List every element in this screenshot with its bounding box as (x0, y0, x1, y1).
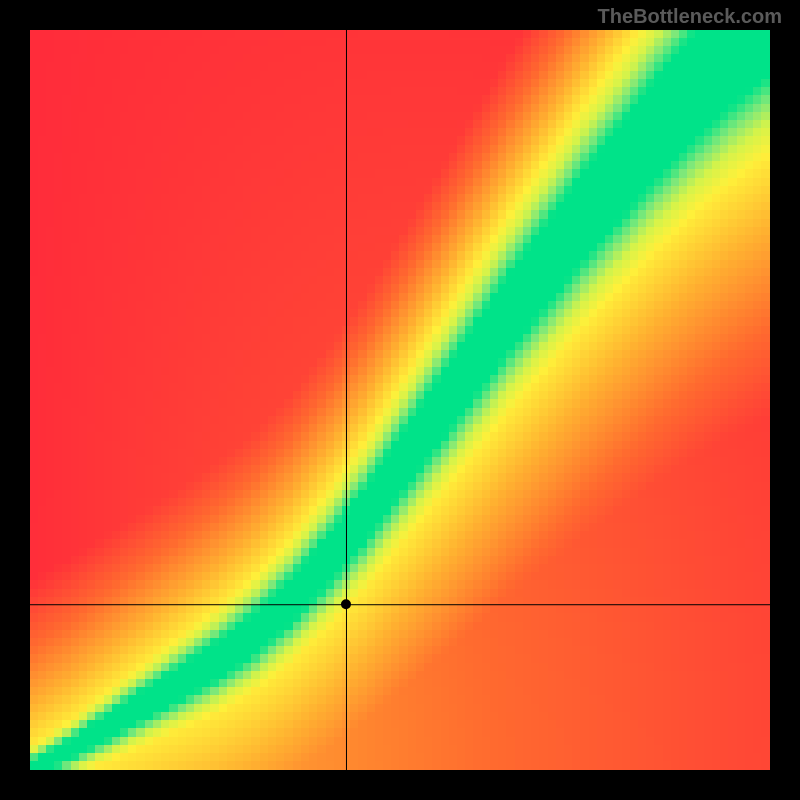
plot-area (30, 30, 770, 770)
heatmap-canvas (30, 30, 770, 770)
chart-container: TheBottleneck.com (0, 0, 800, 800)
watermark-text: TheBottleneck.com (598, 6, 782, 29)
